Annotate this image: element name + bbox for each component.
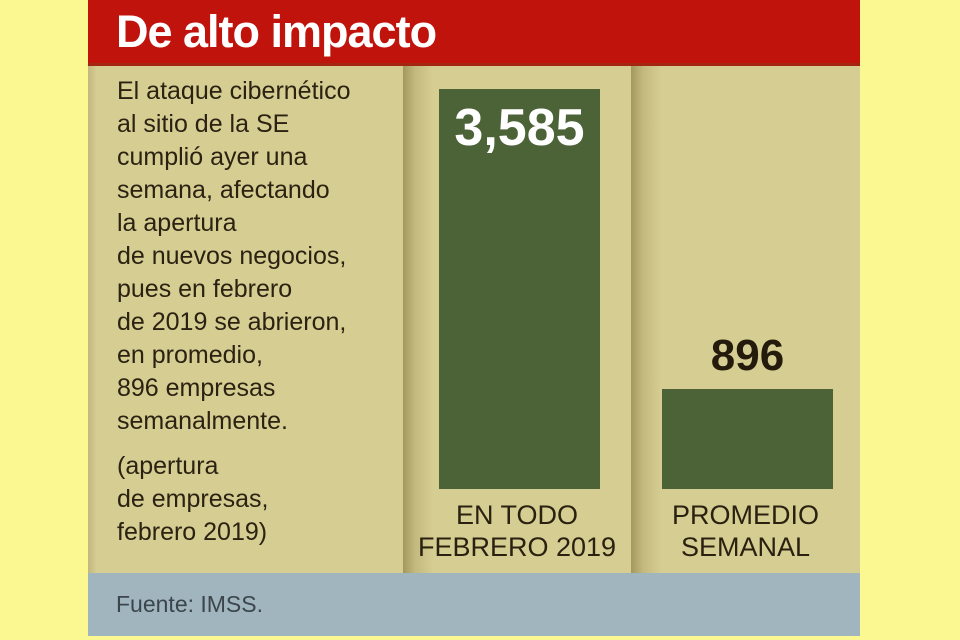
bar-february-total: 3,585 bbox=[439, 89, 600, 489]
intro-note: (apertura de empresas, febrero 2019) bbox=[117, 452, 269, 546]
bar-value-february-total: 3,585 bbox=[454, 99, 585, 157]
source-bar: Fuente: IMSS. bbox=[88, 573, 860, 636]
source-text: Fuente: IMSS. bbox=[116, 591, 264, 617]
chart-panel-weekly-average: 896 PROMEDIO SEMANAL bbox=[631, 66, 860, 573]
bar-value-weekly-average: 896 bbox=[710, 331, 785, 380]
bar-weekly-average bbox=[662, 389, 833, 489]
intro-paragraph: El ataque cibernético al sitio de la SE … bbox=[117, 77, 351, 435]
header-bar: De alto impacto bbox=[88, 0, 860, 66]
bar-label-february-total: EN TODO FEBRERO 2019 bbox=[417, 500, 617, 562]
infographic-title: De alto impacto bbox=[116, 6, 437, 57]
intro-panel: El ataque cibernético al sitio de la SE … bbox=[88, 66, 403, 573]
chart-panel-february-total: 3,585 EN TODO FEBRERO 2019 bbox=[403, 66, 631, 573]
bar-label-weekly-average: PROMEDIO SEMANAL bbox=[671, 500, 819, 562]
